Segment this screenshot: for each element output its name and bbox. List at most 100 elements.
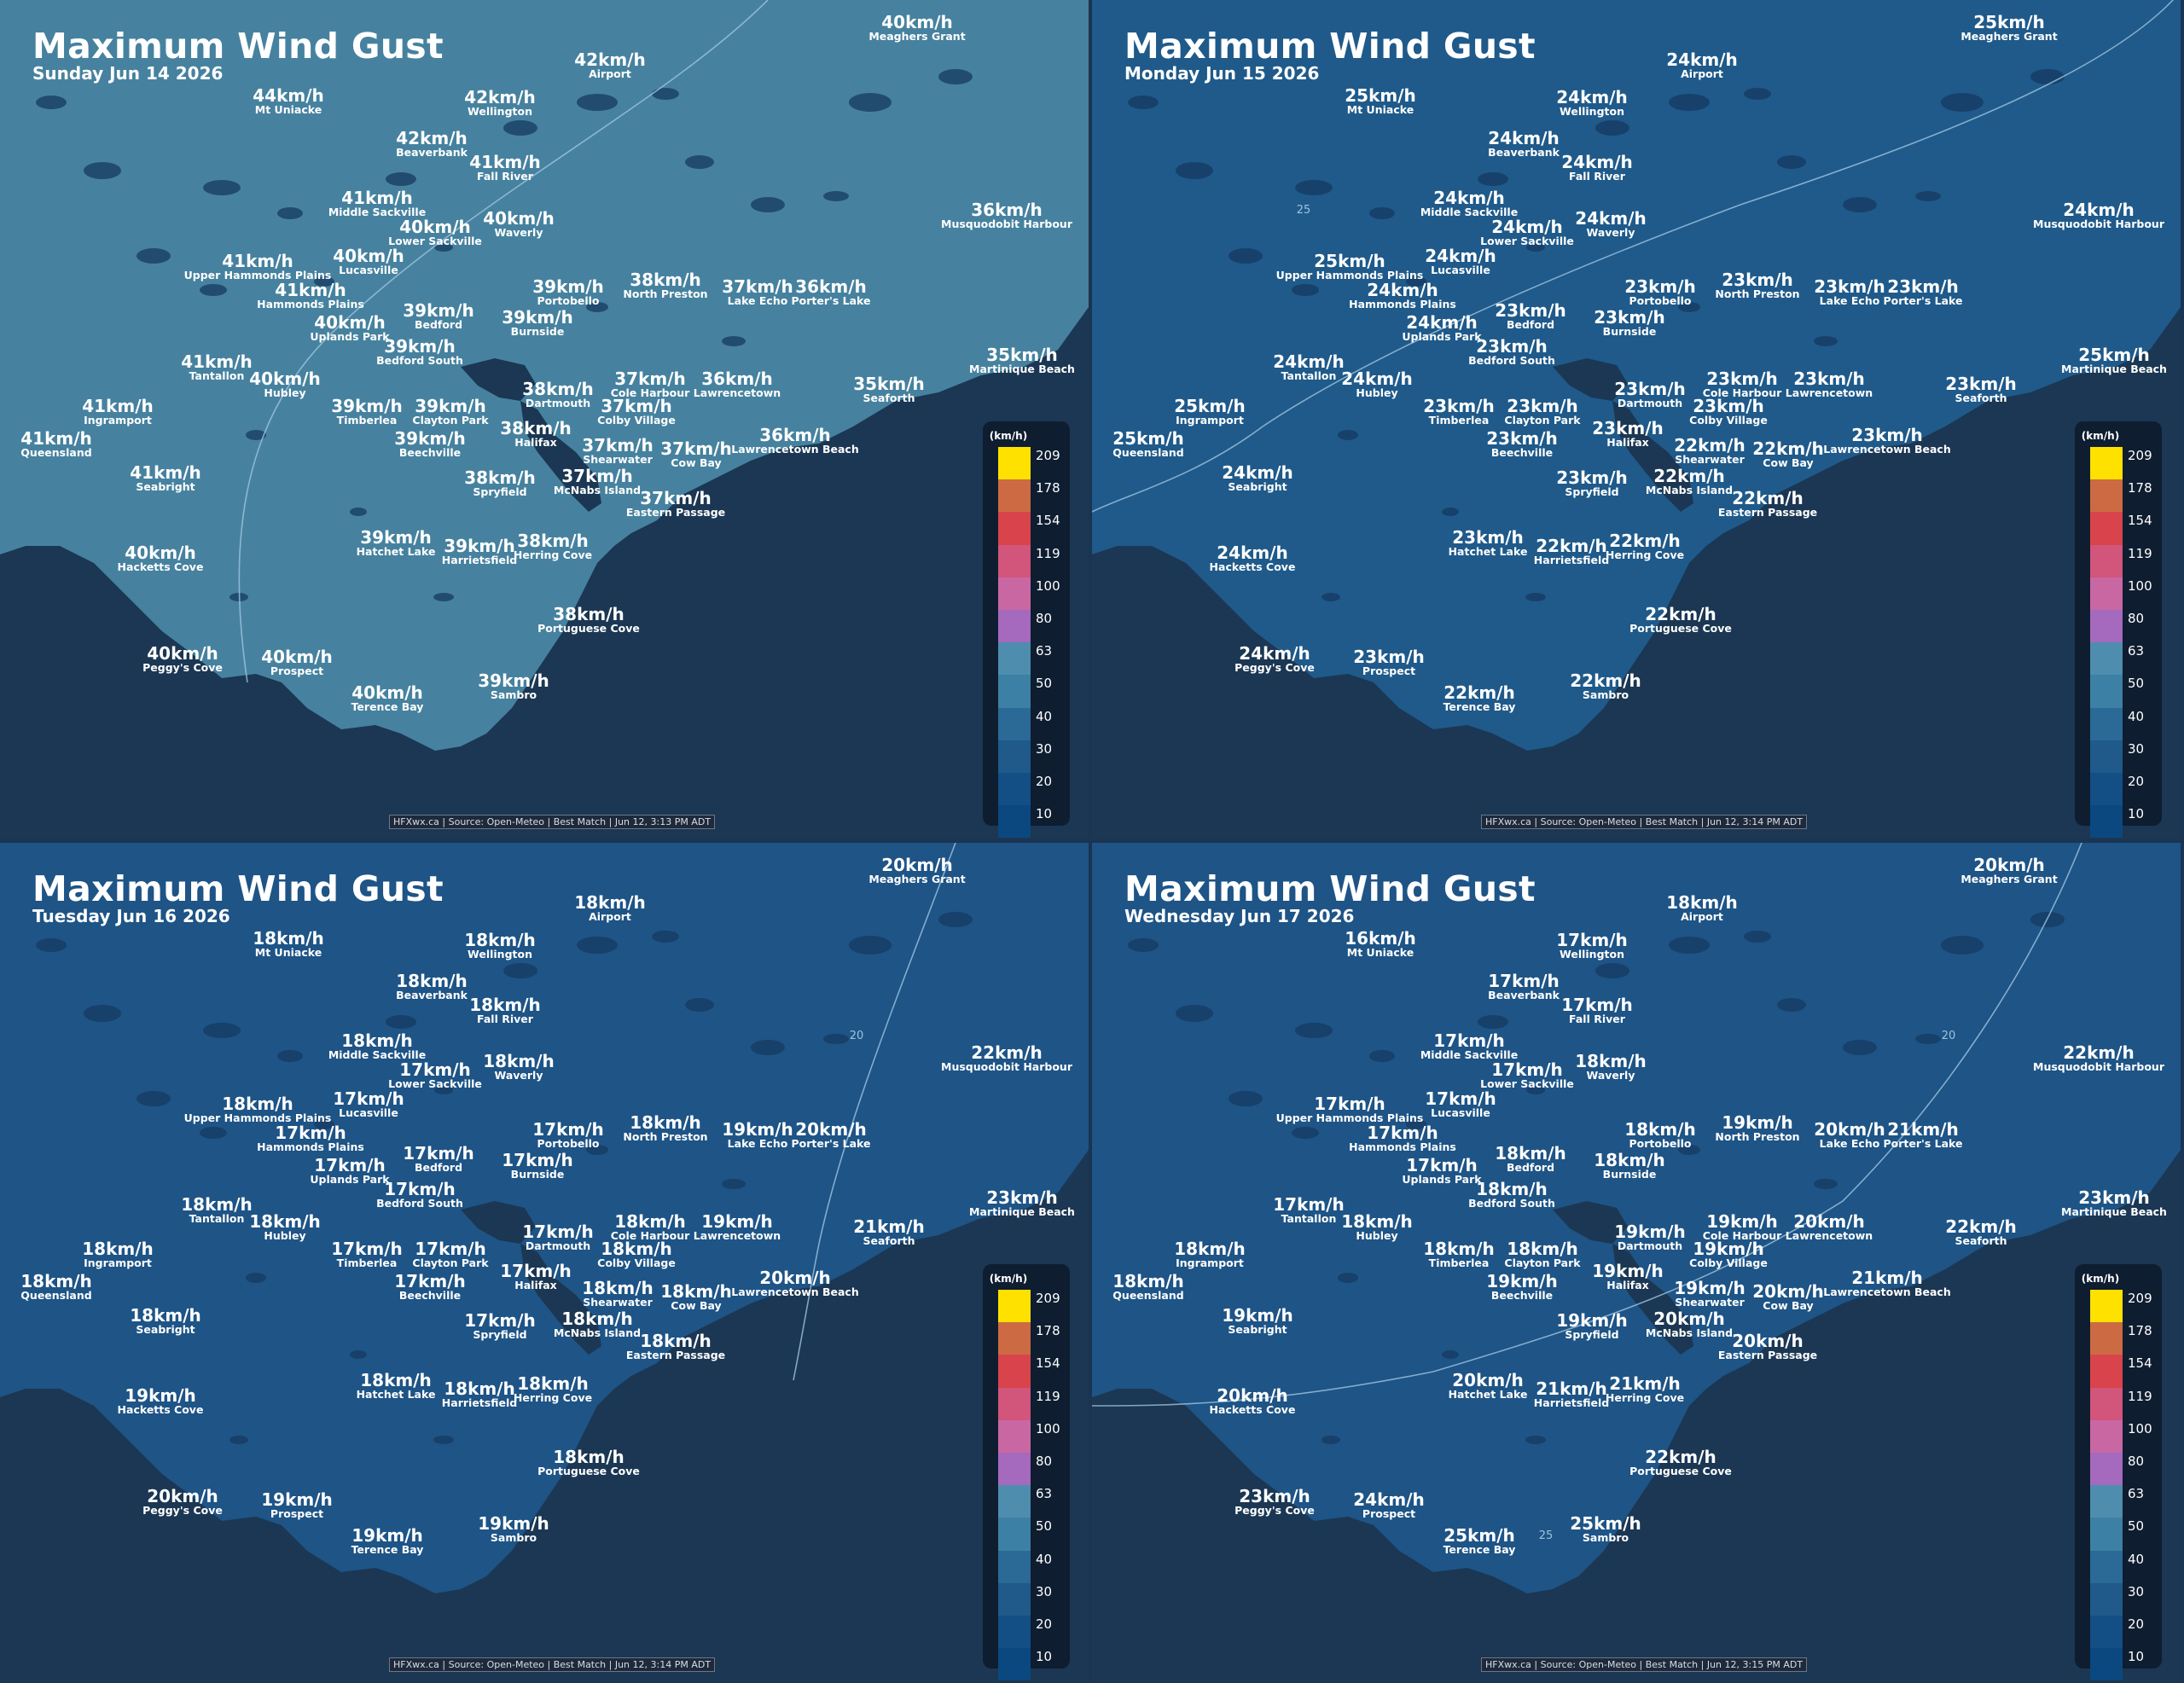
location-name: Hubley [1356, 386, 1398, 399]
location-wind-label: 25km/h Sambro [1570, 1515, 1641, 1544]
legend-tick-label: 119 [2128, 1388, 2152, 1404]
wind-gust-value: 19km/h [1592, 1261, 1664, 1281]
location-wind-label: 21km/h Lawrencetown Beach [1823, 1269, 1951, 1298]
location-wind-label: 39km/h Harrietsfield [442, 537, 517, 566]
lake [1338, 430, 1358, 440]
wind-gust-value: 17km/h [464, 1310, 536, 1331]
legend-swatch [2090, 1616, 2123, 1649]
location-name: Meaghers Grant [1960, 873, 2058, 885]
location-name: Herring Cove [1605, 548, 1685, 561]
legend-tick-label: 50 [1036, 676, 1053, 692]
location-wind-label: 20km/h McNabs Island [1646, 1310, 1733, 1339]
base-map [0, 0, 1089, 839]
wind-gust-value: 40km/h [147, 643, 218, 664]
lake [722, 336, 746, 346]
lake [751, 197, 785, 212]
source-credit: HFXwx.ca | Source: Open-Meteo | Best Mat… [389, 815, 716, 829]
location-wind-label: 23km/h Porter's Lake [1883, 278, 1962, 307]
location-wind-label: 24km/h Airport [1666, 51, 1738, 80]
wind-gust-value: 37km/h [601, 396, 672, 416]
map-date: Monday Jun 15 2026 [1124, 63, 1320, 84]
legend-swatch [2090, 1453, 2123, 1486]
lake [1442, 1350, 1459, 1359]
lake [350, 508, 367, 516]
location-name: Wellington [468, 948, 532, 960]
legend-tick-label: 100 [1036, 577, 1060, 594]
legend-tick-label: 63 [2128, 1486, 2145, 1502]
location-name: Colby Village [597, 1256, 676, 1269]
wind-gust-value: 41km/h [82, 396, 154, 416]
wind-gust-value: 18km/h [574, 892, 646, 913]
wind-gust-value: 23km/h [1556, 467, 1628, 488]
lake [1843, 1040, 1877, 1055]
legend-tick-label: 63 [1036, 1486, 1053, 1502]
legend-swatch [2090, 1648, 2123, 1681]
legend-tick-label: 10 [2128, 1649, 2145, 1665]
legend-tick-label: 80 [2128, 611, 2145, 626]
location-name: Terence Bay [1443, 1543, 1516, 1556]
location-name: Hatchet Lake [356, 545, 436, 558]
harbour-water [1553, 358, 1628, 401]
wind-gust-value: 18km/h [253, 928, 324, 949]
wind-gust-value: 23km/h [1594, 307, 1665, 328]
location-name: Middle Sackville [1420, 1048, 1519, 1061]
wind-gust-value: 22km/h [1653, 466, 1725, 486]
location-name: Waverly [1586, 226, 1635, 239]
wind-gust-value: 42km/h [464, 87, 536, 107]
wind-gust-value: 41km/h [181, 351, 253, 372]
wind-gust-value: 42km/h [396, 128, 468, 148]
wind-gust-value: 19km/h [722, 1119, 793, 1140]
lake [136, 248, 171, 264]
legend-tick-label: 178 [1036, 480, 1060, 496]
harbour-water [1553, 1201, 1628, 1244]
location-name: Shearwater [583, 1296, 653, 1309]
legend-swatch [998, 1419, 1031, 1453]
lake [386, 172, 416, 186]
location-name: Meaghers Grant [868, 873, 966, 885]
wind-gust-value: 17km/h [399, 1059, 471, 1080]
wind-gust-value: 36km/h [795, 276, 867, 297]
wind-gust-value: 36km/h [701, 369, 773, 389]
location-wind-label: 41km/h Seabright [130, 464, 201, 493]
location-name: Seabright [1228, 1323, 1287, 1336]
location-name: Lower Sackville [388, 1077, 482, 1090]
wind-gust-value: 17km/h [500, 1261, 572, 1281]
location-name: Cow Bay [1763, 1299, 1814, 1312]
harbour-water [520, 401, 601, 512]
wind-gust-value: 18km/h [444, 1378, 515, 1399]
location-name: Herring Cove [513, 1391, 593, 1404]
legend-tick-label: 119 [2128, 545, 2152, 561]
legend-swatch [2090, 1355, 2123, 1388]
wind-gust-value: 19km/h [701, 1211, 773, 1232]
location-name: Sambro [490, 688, 537, 701]
location-wind-label: 25km/h Terence Bay [1443, 1527, 1516, 1556]
location-wind-label: 17km/h Middle Sackville [1420, 1032, 1518, 1061]
location-wind-label: 23km/h Hatchet Lake [1449, 529, 1528, 558]
lake [433, 1436, 454, 1444]
lake [586, 1145, 608, 1155]
lake [577, 937, 618, 954]
wind-gust-value: 39km/h [478, 670, 549, 691]
lake [1525, 1436, 1546, 1444]
location-name: Uplands Park [1402, 330, 1482, 343]
location-name: Martinique Beach [969, 363, 1075, 375]
location-wind-label: 19km/h Sambro [478, 1515, 549, 1544]
wind-gust-value: 17km/h [314, 1155, 386, 1175]
location-name: Lucasville [1431, 1106, 1490, 1119]
lake [84, 162, 121, 179]
legend-swatch [2090, 675, 2123, 708]
map-title: Maximum Wind Gust [32, 868, 444, 909]
location-name: Lower Sackville [388, 235, 482, 247]
lake [1321, 593, 1340, 601]
legend-swatch [2090, 642, 2123, 676]
legend-tick-label: 50 [2128, 1518, 2145, 1535]
wind-gust-value: 24km/h [1488, 128, 1560, 148]
location-wind-label: 18km/h Shearwater [582, 1280, 653, 1309]
legend-swatch [2090, 610, 2123, 643]
location-name: Mt Uniacke [254, 103, 322, 116]
wind-gust-value: 24km/h [1666, 49, 1738, 70]
location-name: Upper Hammonds Plains [183, 269, 332, 281]
location-name: Lower Sackville [1480, 235, 1574, 247]
wind-gust-value: 39km/h [331, 396, 403, 416]
location-wind-label: 20km/h Meaghers Grant [1960, 856, 2057, 885]
